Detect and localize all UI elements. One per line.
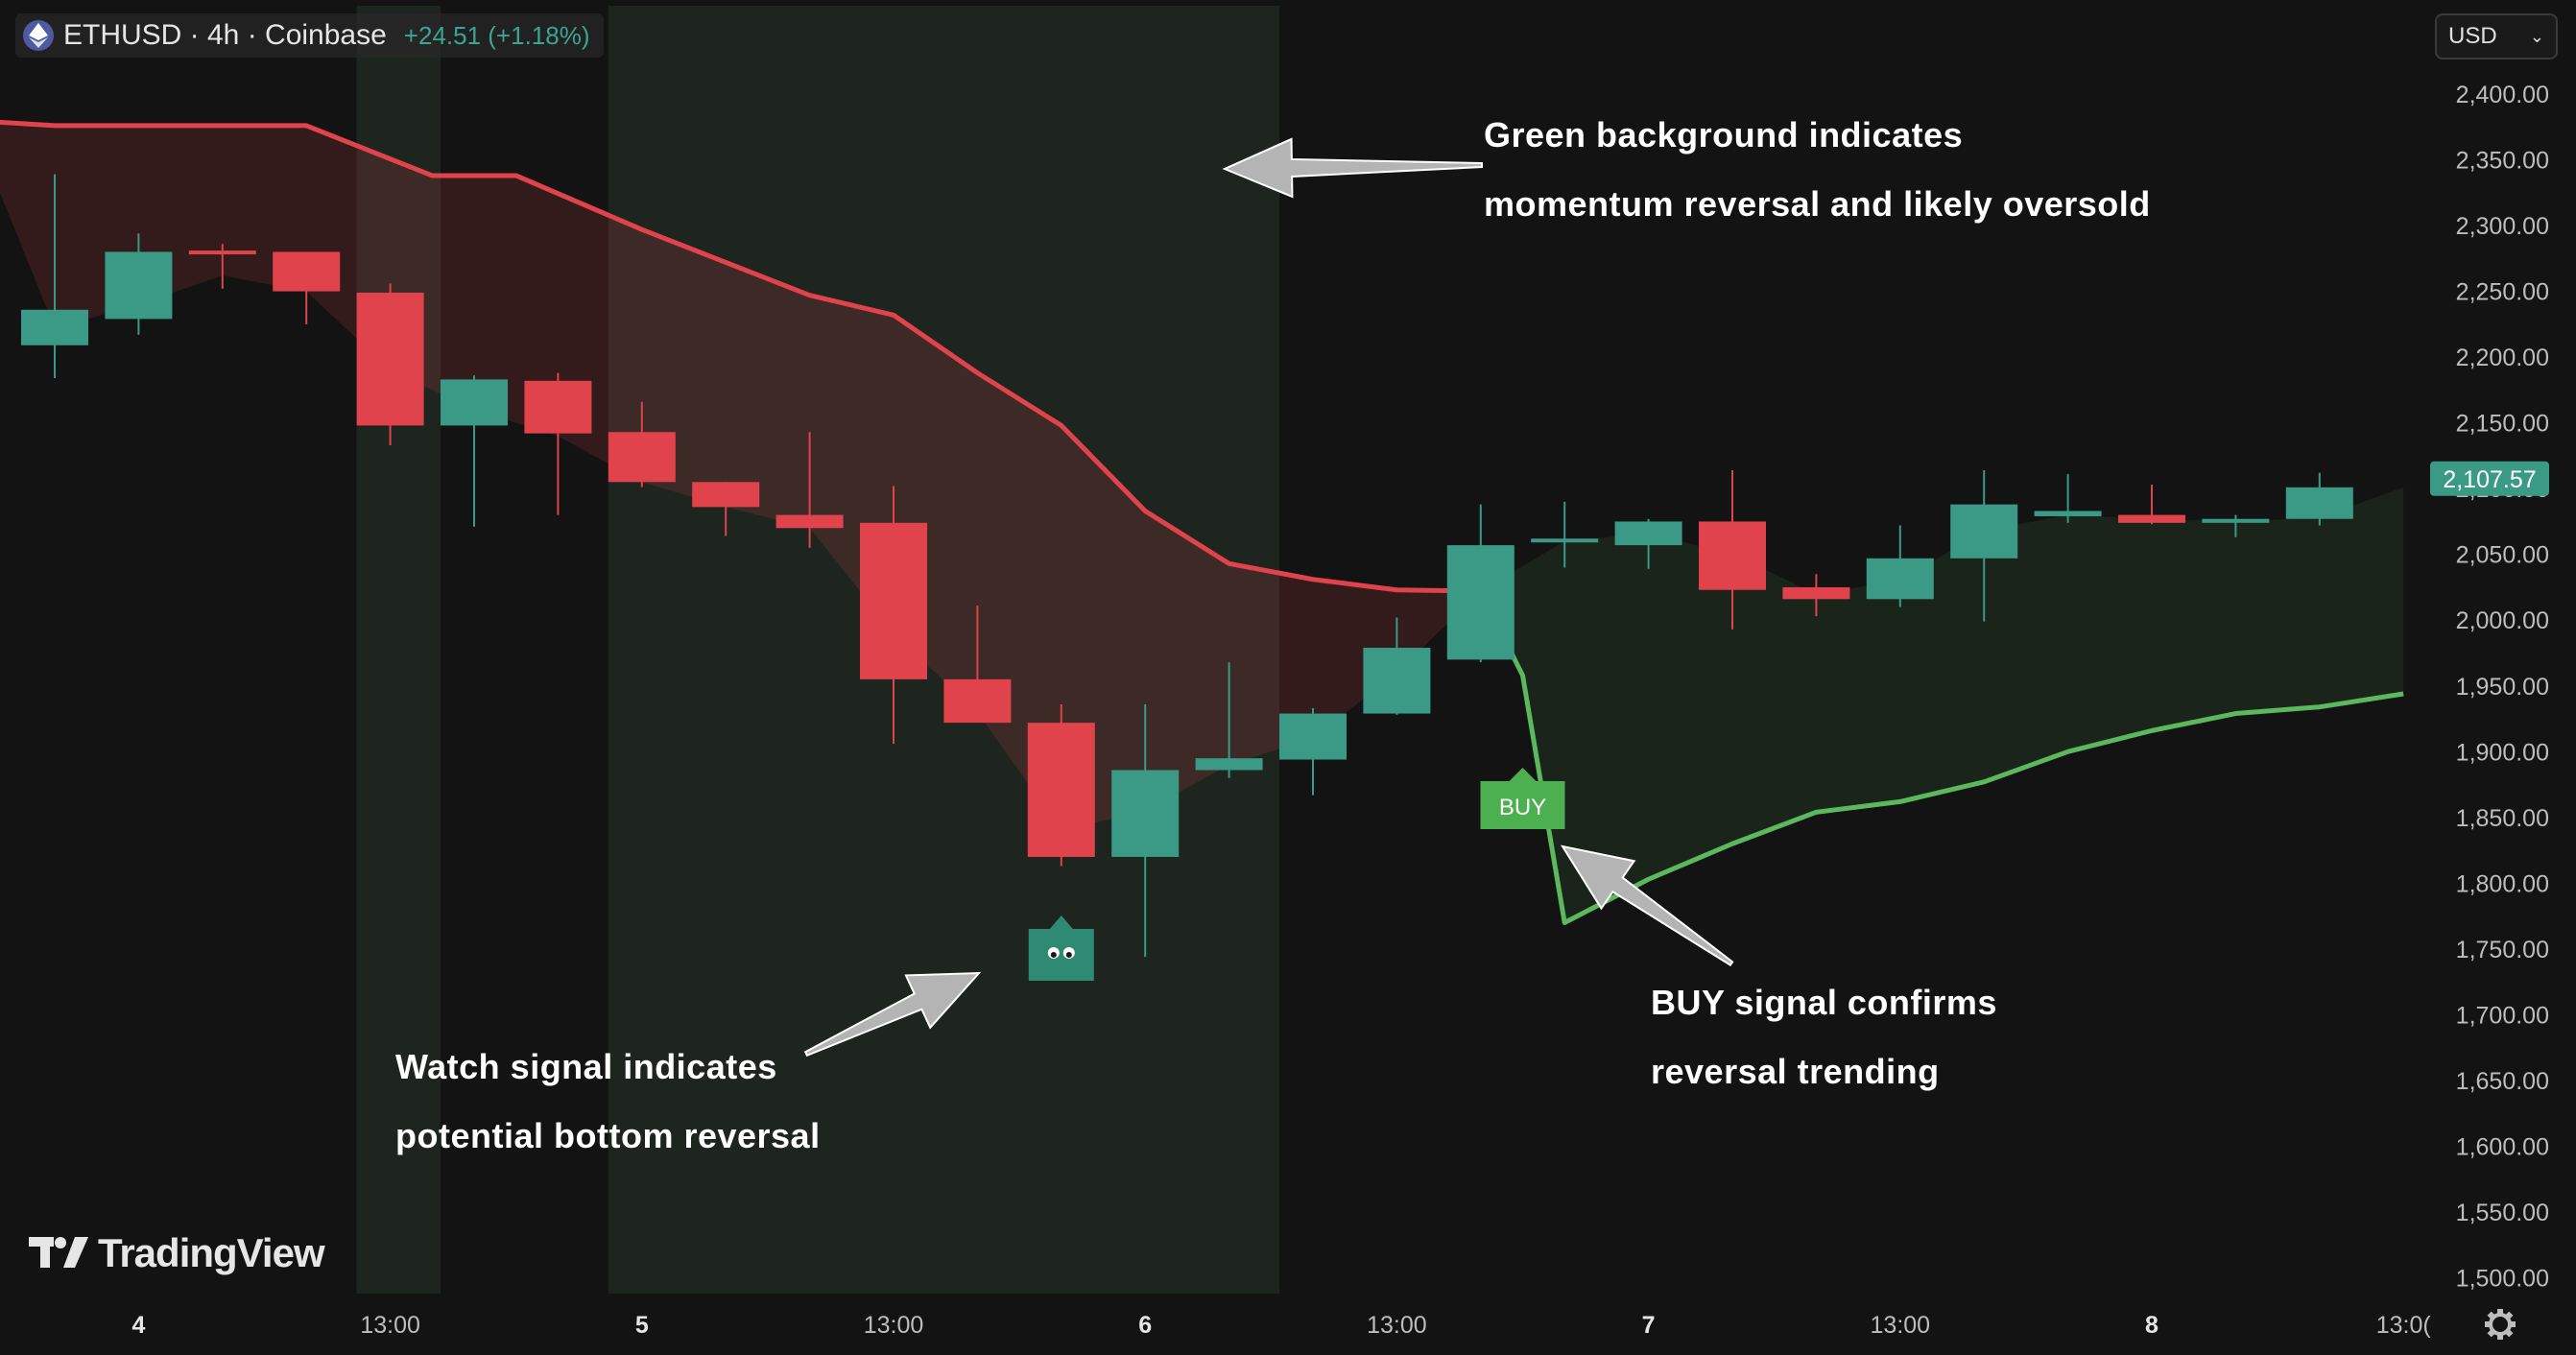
y-axis-tick-label: 2,350.00 [2456,148,2549,175]
x-axis-tick-label: 7 [1642,1312,1656,1339]
last-price-label: 2,107.57 [2443,466,2536,493]
candle-body [524,380,592,434]
symbol-title: ETHUSD · 4h · Coinbase [63,19,387,51]
last-price-badge [2430,461,2549,496]
candle-body [2285,487,2353,519]
candle-body [608,432,676,483]
candle-body [943,678,1012,724]
lower-band-cloud [1480,487,2404,923]
annotation-line: potential bottom reversal [395,1116,821,1155]
candle-body [188,250,256,255]
y-axis-tick-label: 1,500.00 [2456,1266,2549,1293]
candle-body [1950,504,2018,559]
y-axis-tick-label: 2,000.00 [2456,607,2549,634]
currency-select[interactable]: USD ⌄ [2435,13,2558,59]
x-axis-tick-label: 13:0( [2376,1312,2432,1339]
x-axis-tick-label: 5 [635,1312,649,1339]
annotation-arrow [1560,844,1734,966]
candle-body [21,309,88,345]
annotation-line: Watch signal indicates [395,1047,777,1086]
candle-body [1446,545,1515,660]
y-axis-tick-label: 1,850.00 [2456,805,2549,832]
y-axis-tick-label: 1,950.00 [2456,674,2549,701]
oversold-background [608,6,1280,1294]
currency-value: USD [2448,23,2497,49]
candle-body [2034,511,2102,516]
candle-body [1195,758,1263,771]
candle-body [441,379,508,426]
tradingview-logo-icon [29,1237,88,1268]
x-axis-tick-label: 4 [131,1312,145,1339]
y-axis-tick-label: 2,250.00 [2456,279,2549,306]
y-axis-tick-label: 2,150.00 [2456,411,2549,438]
annotation-line: momentum reversal and likely oversold [1484,184,2151,224]
y-axis-tick-label: 2,200.00 [2456,345,2549,371]
candle-body [1866,558,1934,600]
x-axis-tick-label: 13:00 [1871,1312,1931,1339]
y-axis-tick-label: 1,900.00 [2456,739,2549,766]
candle-body [105,251,173,320]
annotation-arrow [803,971,982,1058]
candle-body [2118,514,2185,523]
y-axis-tick-label: 1,650.00 [2456,1068,2549,1095]
y-axis-tick-label: 1,800.00 [2456,870,2549,897]
candle-body [1782,586,1850,600]
ethereum-icon [23,20,54,51]
price-change: +24.51 (+1.18%) [403,20,590,50]
gear-icon[interactable] [2485,1309,2516,1340]
y-axis-tick-label: 1,550.00 [2456,1200,2549,1226]
logo-text: TradingView [98,1230,325,1275]
candle-body [2202,518,2270,523]
buy-signal-text: BUY [1499,795,1546,820]
watch-pupil-icon [1065,952,1072,958]
x-axis-tick-label: 13:00 [360,1312,420,1339]
x-axis-tick-label: 8 [2145,1312,2159,1339]
candle-body [775,514,844,529]
y-axis-tick-label: 1,600.00 [2456,1133,2549,1160]
candle-body [1363,648,1431,714]
upper-band-line [0,119,1481,594]
candle-body [860,522,927,679]
watch-signal-label [1028,915,1094,981]
x-axis-tick-label: 6 [1138,1312,1152,1339]
annotation-watch-signal: Watch signal indicates potential bottom … [395,1033,821,1171]
candle-body [1279,713,1347,760]
x-axis-tick-label: 13:00 [864,1312,924,1339]
candle-body [1111,770,1180,857]
candle-body [1699,521,1766,590]
y-axis-tick-label: 1,700.00 [2456,1002,2549,1029]
x-axis-tick-label: 13:00 [1367,1312,1427,1339]
symbol-header[interactable]: ETHUSD · 4h · Coinbase +24.51 (+1.18%) [15,13,604,58]
lower-band-line [1478,589,2404,925]
annotation-line: BUY signal confirms [1651,983,1997,1022]
annotation-line: reversal trending [1651,1052,1940,1091]
annotation-buy-signal: BUY signal confirms reversal trending [1651,968,1997,1106]
chevron-down-icon: ⌄ [2529,26,2544,46]
y-axis-tick-label: 2,400.00 [2456,82,2549,108]
buy-signal-label [1480,768,1565,829]
y-axis-tick-label: 2,050.00 [2456,542,2549,569]
annotation-line: Green background indicates [1484,115,1964,155]
candle-body [692,482,760,508]
candle-body [1027,723,1095,857]
candle-body [273,251,341,292]
y-axis-tick-label: 2,300.00 [2456,213,2549,240]
y-axis-tick-label: 1,750.00 [2456,937,2549,963]
annotation-arrow [1222,137,1484,199]
oversold-background [356,6,441,1294]
annotation-green-background: Green background indicates momentum reve… [1484,101,2151,239]
watch-pupil-icon [1050,952,1057,958]
candle-body [1531,538,1599,543]
candle-body [356,292,424,426]
tradingview-logo[interactable]: TradingView [29,1230,325,1276]
candle-body [1614,521,1682,546]
